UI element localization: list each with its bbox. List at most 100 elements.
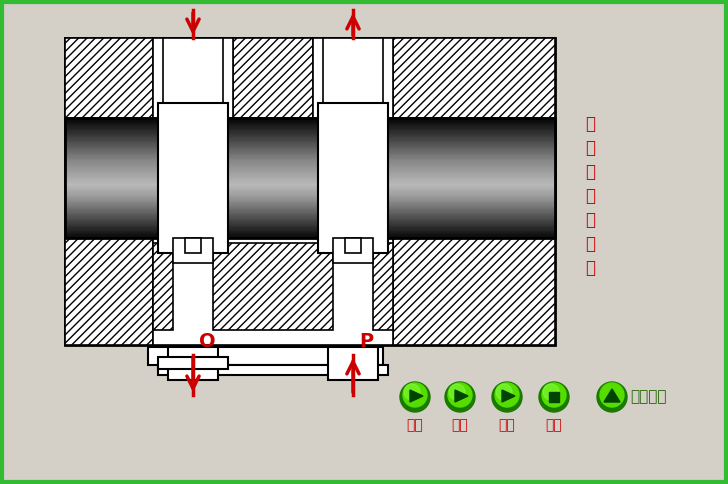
Text: P: P xyxy=(359,332,373,351)
Bar xyxy=(65,179,555,181)
Bar xyxy=(65,128,555,129)
Bar xyxy=(65,121,555,123)
Bar xyxy=(65,182,555,183)
Bar xyxy=(345,238,361,253)
Circle shape xyxy=(404,384,420,400)
Text: 三: 三 xyxy=(585,115,595,133)
Text: B: B xyxy=(359,0,373,6)
Bar xyxy=(65,226,555,227)
Bar xyxy=(65,147,555,149)
Bar xyxy=(65,206,555,207)
Bar xyxy=(153,243,173,330)
Circle shape xyxy=(400,382,430,412)
Circle shape xyxy=(448,383,472,407)
Text: 位: 位 xyxy=(585,139,595,157)
Bar xyxy=(153,38,233,118)
Bar xyxy=(65,227,555,229)
Bar xyxy=(65,229,555,231)
Bar xyxy=(65,184,555,186)
Circle shape xyxy=(539,382,569,412)
Bar xyxy=(65,151,555,153)
Bar xyxy=(65,198,555,200)
Bar xyxy=(65,156,555,158)
Bar xyxy=(65,135,555,136)
Bar xyxy=(65,238,153,345)
Bar xyxy=(65,209,555,211)
Bar xyxy=(65,185,555,187)
Circle shape xyxy=(403,383,427,407)
Bar xyxy=(65,211,555,212)
Bar xyxy=(65,203,555,205)
Bar xyxy=(65,215,555,217)
Bar xyxy=(65,216,555,218)
Polygon shape xyxy=(502,390,515,402)
Bar xyxy=(65,155,555,157)
Text: O: O xyxy=(199,332,215,351)
Bar xyxy=(65,173,555,175)
Bar xyxy=(65,234,555,236)
Bar xyxy=(158,357,228,369)
Bar xyxy=(65,168,555,170)
Bar xyxy=(65,166,555,167)
Bar xyxy=(65,121,555,122)
Bar xyxy=(65,149,555,151)
Text: 右位: 右位 xyxy=(499,418,515,432)
Polygon shape xyxy=(604,389,620,402)
Text: 向: 向 xyxy=(585,235,595,253)
Bar xyxy=(65,186,555,188)
Bar xyxy=(65,188,555,189)
Bar xyxy=(549,392,559,402)
Bar xyxy=(65,118,555,238)
Circle shape xyxy=(495,383,519,407)
Bar xyxy=(65,144,555,146)
Bar xyxy=(65,151,555,152)
Bar xyxy=(65,204,555,206)
Circle shape xyxy=(449,384,465,400)
Bar xyxy=(65,214,555,216)
Bar xyxy=(213,243,333,330)
Bar xyxy=(65,137,555,139)
Bar xyxy=(163,38,223,106)
Bar xyxy=(65,183,555,184)
Bar xyxy=(65,161,555,163)
Text: 换: 换 xyxy=(585,211,595,229)
Bar xyxy=(158,365,388,375)
Bar xyxy=(323,38,383,106)
Bar xyxy=(65,225,555,227)
Bar xyxy=(65,231,555,232)
Text: 四: 四 xyxy=(585,163,595,181)
Bar xyxy=(65,196,555,197)
Circle shape xyxy=(600,383,624,407)
Bar xyxy=(153,238,393,345)
Bar xyxy=(65,164,555,166)
Bar xyxy=(65,159,555,161)
Bar xyxy=(65,169,555,171)
Bar xyxy=(65,38,555,345)
Bar xyxy=(65,199,555,201)
Bar xyxy=(65,134,555,136)
Bar xyxy=(65,174,555,176)
Bar xyxy=(65,129,555,131)
Bar xyxy=(65,176,555,177)
Bar xyxy=(65,201,555,202)
Bar xyxy=(65,171,555,172)
Bar xyxy=(65,165,555,166)
Bar xyxy=(65,237,555,239)
Bar xyxy=(65,143,555,145)
Bar xyxy=(65,232,555,234)
Bar xyxy=(65,228,555,230)
Bar xyxy=(233,38,313,118)
Bar xyxy=(65,126,555,128)
Bar xyxy=(65,131,555,133)
Bar xyxy=(65,194,555,196)
Bar xyxy=(65,218,555,219)
Bar xyxy=(65,153,555,154)
Bar xyxy=(65,148,555,150)
Bar xyxy=(65,189,555,191)
Bar xyxy=(65,224,555,225)
Bar xyxy=(65,190,555,192)
Bar xyxy=(328,347,378,380)
Bar xyxy=(333,238,373,263)
Bar xyxy=(65,142,555,144)
Bar xyxy=(65,220,555,222)
